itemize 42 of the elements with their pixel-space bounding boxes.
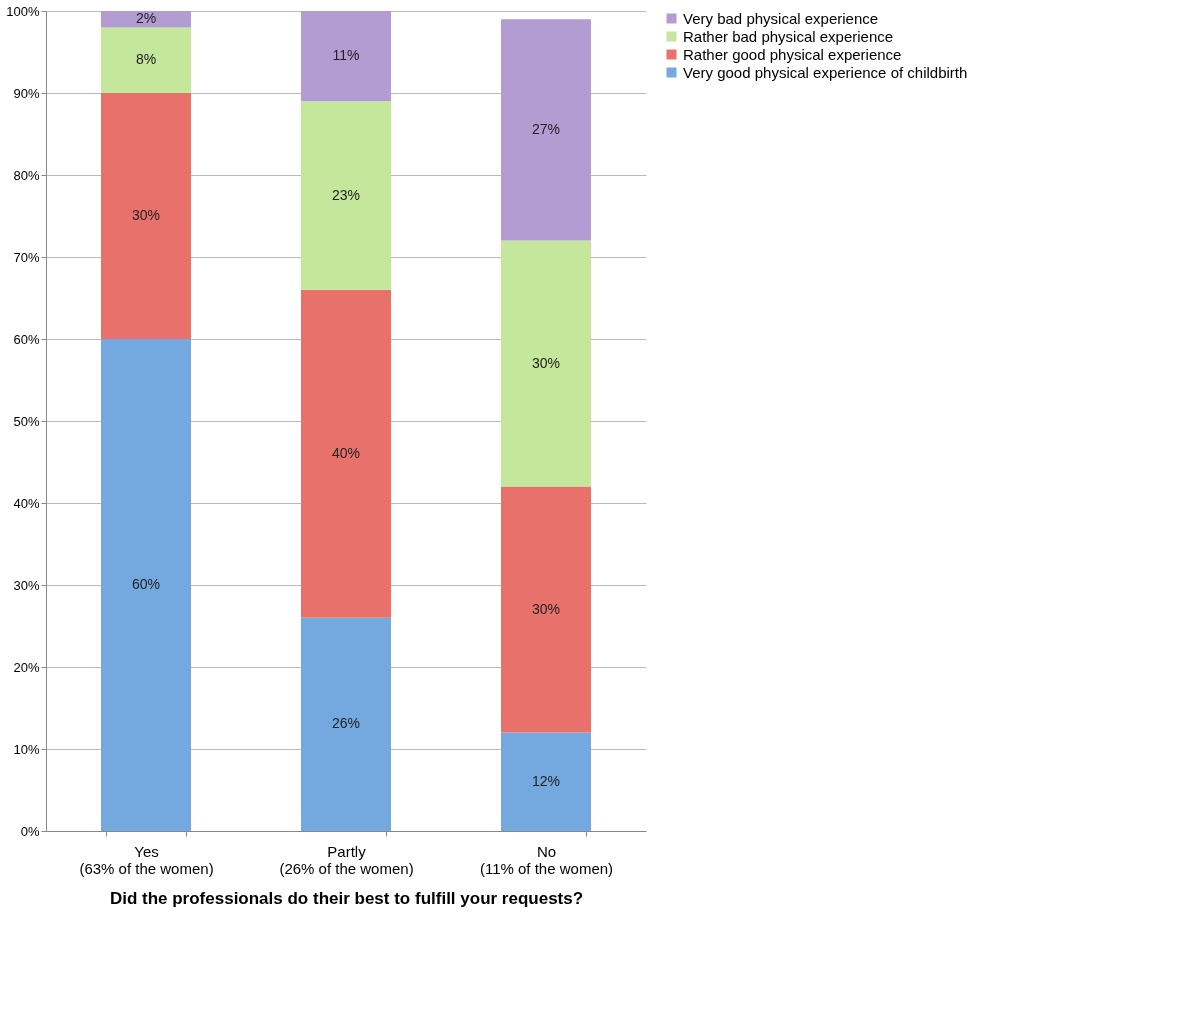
- x-tick-label: Yes (63% of the women): [79, 842, 214, 877]
- bar: [301, 11, 391, 102]
- text: 12%: [531, 772, 561, 789]
- bar: [501, 486, 591, 733]
- y-tick-label: 100%: [6, 3, 40, 19]
- y-tick-label: 60%: [13, 331, 40, 347]
- text: 30%: [531, 354, 561, 371]
- x-tick-label: No (11% of the women): [479, 842, 614, 877]
- bar: [301, 101, 391, 290]
- text: 60%: [131, 576, 161, 592]
- y-tick-label: 50%: [13, 413, 40, 429]
- bar: [101, 27, 191, 93]
- x-tick-label: Partly (26% of the women): [279, 842, 414, 877]
- bar: [501, 19, 591, 241]
- bar: [301, 617, 391, 831]
- x-axis-title: Did the professionals do their best to fulfill your requests?: [109, 888, 584, 908]
- legend-label: Very bad physical experience: [683, 9, 879, 27]
- text: 26%: [331, 715, 361, 732]
- y-tick-label: 10%: [13, 741, 40, 757]
- text: 23%: [331, 186, 361, 203]
- y-tick-label: 90%: [13, 85, 40, 101]
- y-tick-label: 40%: [13, 495, 40, 511]
- y-tick-label: 70%: [13, 249, 40, 265]
- legend-label: Very good physical experience of childbirth: [683, 63, 968, 81]
- text: 30%: [531, 600, 561, 617]
- bar: [301, 289, 391, 618]
- bar: [501, 732, 591, 831]
- y-tick-label: 20%: [13, 659, 40, 675]
- bar: [101, 93, 191, 339]
- bar: [501, 240, 591, 487]
- text: 2%: [135, 10, 157, 27]
- text: 8%: [135, 51, 157, 68]
- y-tick-label: 0%: [20, 823, 40, 839]
- text: 30%: [131, 207, 161, 223]
- y-tick-label: 30%: [13, 577, 40, 593]
- legend-label: Rather good physical experience: [683, 45, 902, 63]
- legend-label: Rather bad physical experience: [683, 27, 894, 45]
- text: 11%: [332, 47, 360, 64]
- y-tick-label: 80%: [13, 167, 40, 183]
- bar: [101, 339, 191, 831]
- text: 40%: [331, 444, 361, 461]
- text: 27%: [531, 120, 561, 137]
